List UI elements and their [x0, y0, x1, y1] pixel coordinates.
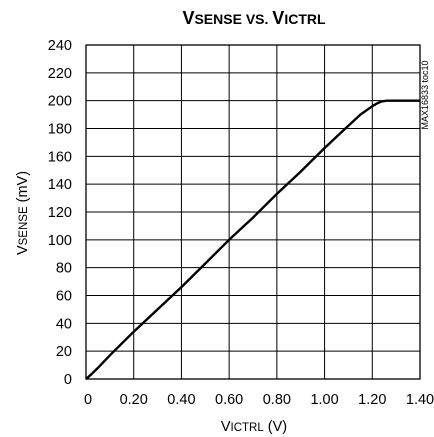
x-tick-label: 0.20 [120, 392, 148, 408]
axis-label-main: V [221, 419, 231, 435]
axis-label-sub: SENSE [18, 206, 30, 245]
y-tick-label: 60 [56, 289, 72, 305]
axis-label-unit: (mV) [15, 171, 31, 206]
x-tick-label: 1.00 [310, 392, 338, 408]
title-part: SENSE [194, 11, 241, 27]
axis-label-unit: (V) [264, 419, 287, 435]
plot-frame [85, 44, 421, 380]
x-tick-label: 0 [84, 392, 92, 408]
y-tick-labels: 0 20 40 60 80 100 120 140 160 180 200 220 240 [48, 38, 72, 388]
chart-annotation: MAX16833 toc10 [420, 60, 430, 129]
title-part: V [272, 8, 284, 28]
x-tick-labels: 0 0.20 0.40 0.60 0.80 1.00 1.20 1.40 [84, 392, 434, 408]
y-tick-label: 160 [48, 149, 72, 165]
y-tick-label: 80 [56, 261, 72, 277]
y-tick-label: 200 [48, 94, 72, 110]
title-part: ICTRL [284, 11, 326, 27]
x-tick-label: 1.20 [358, 392, 386, 408]
y-tick-label: 20 [56, 344, 72, 360]
y-tick-label: 0 [64, 372, 72, 388]
grid-lines [86, 45, 420, 379]
y-tick-label: 220 [48, 66, 72, 82]
series-line [85, 99, 420, 380]
y-tick-label: 40 [56, 316, 72, 332]
title-part: VS. [242, 11, 272, 27]
axis-label-sub: ICTRL [231, 422, 265, 434]
y-tick-label: 140 [48, 177, 72, 193]
x-axis-label: VICTRL (V) [221, 419, 287, 435]
x-tick-label: 0.60 [215, 392, 243, 408]
x-tick-label: 0.80 [263, 392, 291, 408]
chart-title: VSENSE VS. VICTRL [182, 8, 326, 28]
x-tick-label: 1.40 [406, 392, 434, 408]
y-tick-label: 120 [48, 205, 72, 221]
y-tick-label: 100 [48, 233, 72, 249]
y-tick-label: 240 [48, 38, 72, 54]
y-tick-label: 180 [48, 122, 72, 138]
title-part: V [182, 8, 194, 28]
axis-label-main: V [15, 245, 31, 255]
y-axis-label: VSENSE (mV) [15, 171, 31, 255]
x-tick-label: 0.40 [167, 392, 195, 408]
